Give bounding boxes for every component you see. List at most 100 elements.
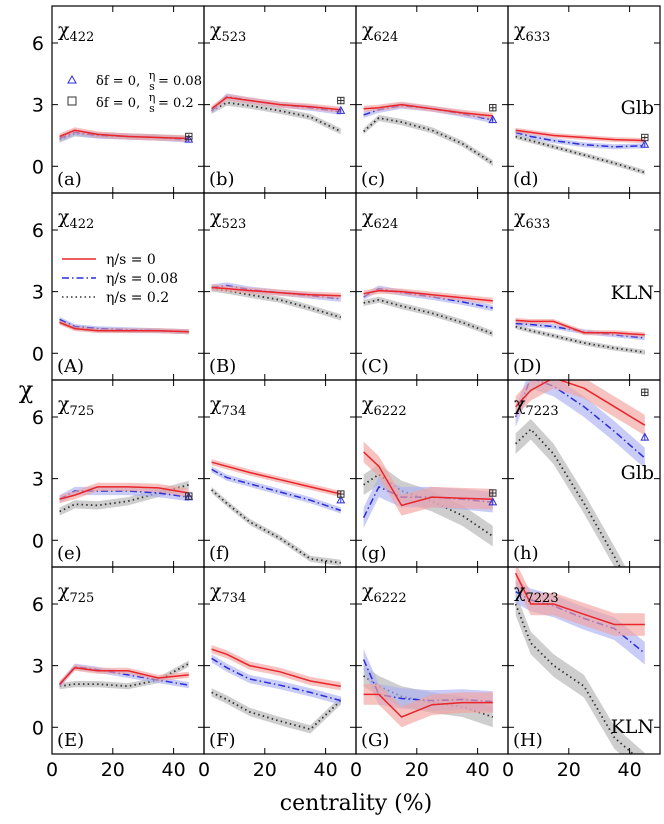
band-eta02 <box>211 486 341 566</box>
panel-plot-area <box>211 645 342 734</box>
band-eta008 <box>211 466 341 514</box>
marker-triangle <box>488 115 498 124</box>
marker-square <box>185 492 193 500</box>
series-line-eta0 <box>59 129 189 140</box>
x-tick-label: 0 <box>198 759 210 781</box>
observable-label: χ523 <box>210 19 246 45</box>
series-line-eta0 <box>211 648 341 687</box>
observable-label: χ633 <box>514 19 550 45</box>
series-line-eta0 <box>59 486 189 500</box>
panel-G: χ6222 (G) 0 20 40 <box>350 566 509 781</box>
series-line-eta008 <box>363 287 493 309</box>
band-eta008 <box>515 129 645 150</box>
panel-letter: (E) <box>57 730 84 751</box>
panel-letter: (d) <box>513 169 539 190</box>
panel-F: χ734 (F) 0 20 40 <box>198 566 357 781</box>
panel-plot-area <box>211 93 342 135</box>
observable-label: χ422 <box>58 206 94 232</box>
y-tick-label: 6 <box>32 407 44 429</box>
panel-E: χ725 (E) 0 3 6 0 20 40 <box>32 566 205 781</box>
y-tick-label: 3 <box>32 469 44 491</box>
observable-label: χ624 <box>362 206 398 232</box>
marker-triangle <box>184 134 194 143</box>
series-line-eta02 <box>211 489 341 564</box>
x-tick-label: 40 <box>314 759 338 781</box>
panel-plot-area <box>362 441 494 547</box>
legend-frac-num: η <box>149 91 156 104</box>
legend-line-label: η/s = 0 <box>106 252 156 268</box>
legend-triangle-marker <box>67 74 77 84</box>
marker-triangle <box>640 432 650 441</box>
y-tick-label: 6 <box>32 594 44 616</box>
band-eta0 <box>363 441 493 516</box>
panel-letter: (D) <box>513 356 541 377</box>
panel-D: χ633 (D) KLN <box>507 192 661 381</box>
series-line-eta0 <box>59 321 189 333</box>
series-line-eta0 <box>211 96 341 111</box>
marker-square <box>641 133 649 142</box>
observable-label: χ734 <box>210 393 246 419</box>
series-line-eta0 <box>363 103 493 117</box>
band-eta0 <box>515 567 645 636</box>
panel-letter: (f) <box>209 543 230 564</box>
panel-g: χ6222 (g) <box>355 379 509 568</box>
band-eta0 <box>515 380 645 436</box>
band-eta02 <box>515 592 645 754</box>
marker-square <box>489 104 497 112</box>
marker-square <box>337 96 345 105</box>
model-label: KLN <box>611 716 654 738</box>
band-eta02 <box>515 419 626 567</box>
y-tick-label: 3 <box>32 95 44 117</box>
legend-lines: η/s = 0 η/s = 0.08 η/s = 0.2 <box>62 252 178 306</box>
panel-plot-area <box>515 127 646 175</box>
marker-triangle <box>336 495 346 504</box>
y-tick-label: 3 <box>32 656 44 678</box>
marker-square <box>641 388 649 397</box>
observable-label: χ523 <box>210 206 246 232</box>
marker-square <box>185 132 193 141</box>
series-line-eta0 <box>515 129 645 142</box>
x-tick-label: 20 <box>405 759 429 781</box>
series-line-eta008 <box>59 490 189 500</box>
legend-line-label: η/s = 0.2 <box>106 290 169 306</box>
panel-letter: (A) <box>57 356 84 377</box>
x-tick-label: 40 <box>162 759 186 781</box>
marker-square <box>489 489 497 497</box>
marker-triangle <box>488 497 498 506</box>
panel-f: χ734 (f) <box>203 379 357 568</box>
panel-letter: (H) <box>513 730 543 751</box>
observable-label: χ624 <box>362 19 398 45</box>
panel-letter: (B) <box>209 356 236 377</box>
series-line-eta0 <box>363 693 493 718</box>
x-tick-label: 20 <box>253 759 277 781</box>
series-line-eta02 <box>514 428 622 567</box>
panel-plot-area <box>59 316 189 335</box>
series-line-eta02 <box>211 691 342 731</box>
x-tick-label: 0 <box>502 759 514 781</box>
panel-plot-area <box>363 101 494 167</box>
legend-square-marker <box>67 96 77 106</box>
legend-frac-den: s <box>149 80 155 93</box>
band-eta02 <box>211 285 341 321</box>
panel-letter: (C) <box>361 356 389 377</box>
x-tick-label: 40 <box>618 759 642 781</box>
model-label: KLN <box>611 282 654 304</box>
panel-letter: (F) <box>209 730 236 751</box>
observable-label: χ6222 <box>362 580 407 606</box>
panel-letter: (b) <box>209 169 235 190</box>
y-tick-label: 0 <box>32 343 44 365</box>
panel-A: χ422 (A) 0 3 6 η/s = 0 η/s = 0.08 η/s = 0.2 <box>32 192 205 381</box>
observable-label: χ725 <box>58 580 94 606</box>
y-tick-label: 6 <box>32 33 44 55</box>
panel-letter: (a) <box>57 169 82 190</box>
series-line-eta0 <box>211 461 341 495</box>
x-tick-label: 40 <box>466 759 490 781</box>
panel-C: χ624 (C) <box>355 192 509 381</box>
x-tick-label: 0 <box>350 759 362 781</box>
legend-label: δf = 0, <box>96 74 140 89</box>
series-line-eta008 <box>211 657 341 702</box>
panel-frame <box>507 566 661 755</box>
panel-plot-area <box>211 459 342 566</box>
observable-label: χ422 <box>58 19 94 45</box>
